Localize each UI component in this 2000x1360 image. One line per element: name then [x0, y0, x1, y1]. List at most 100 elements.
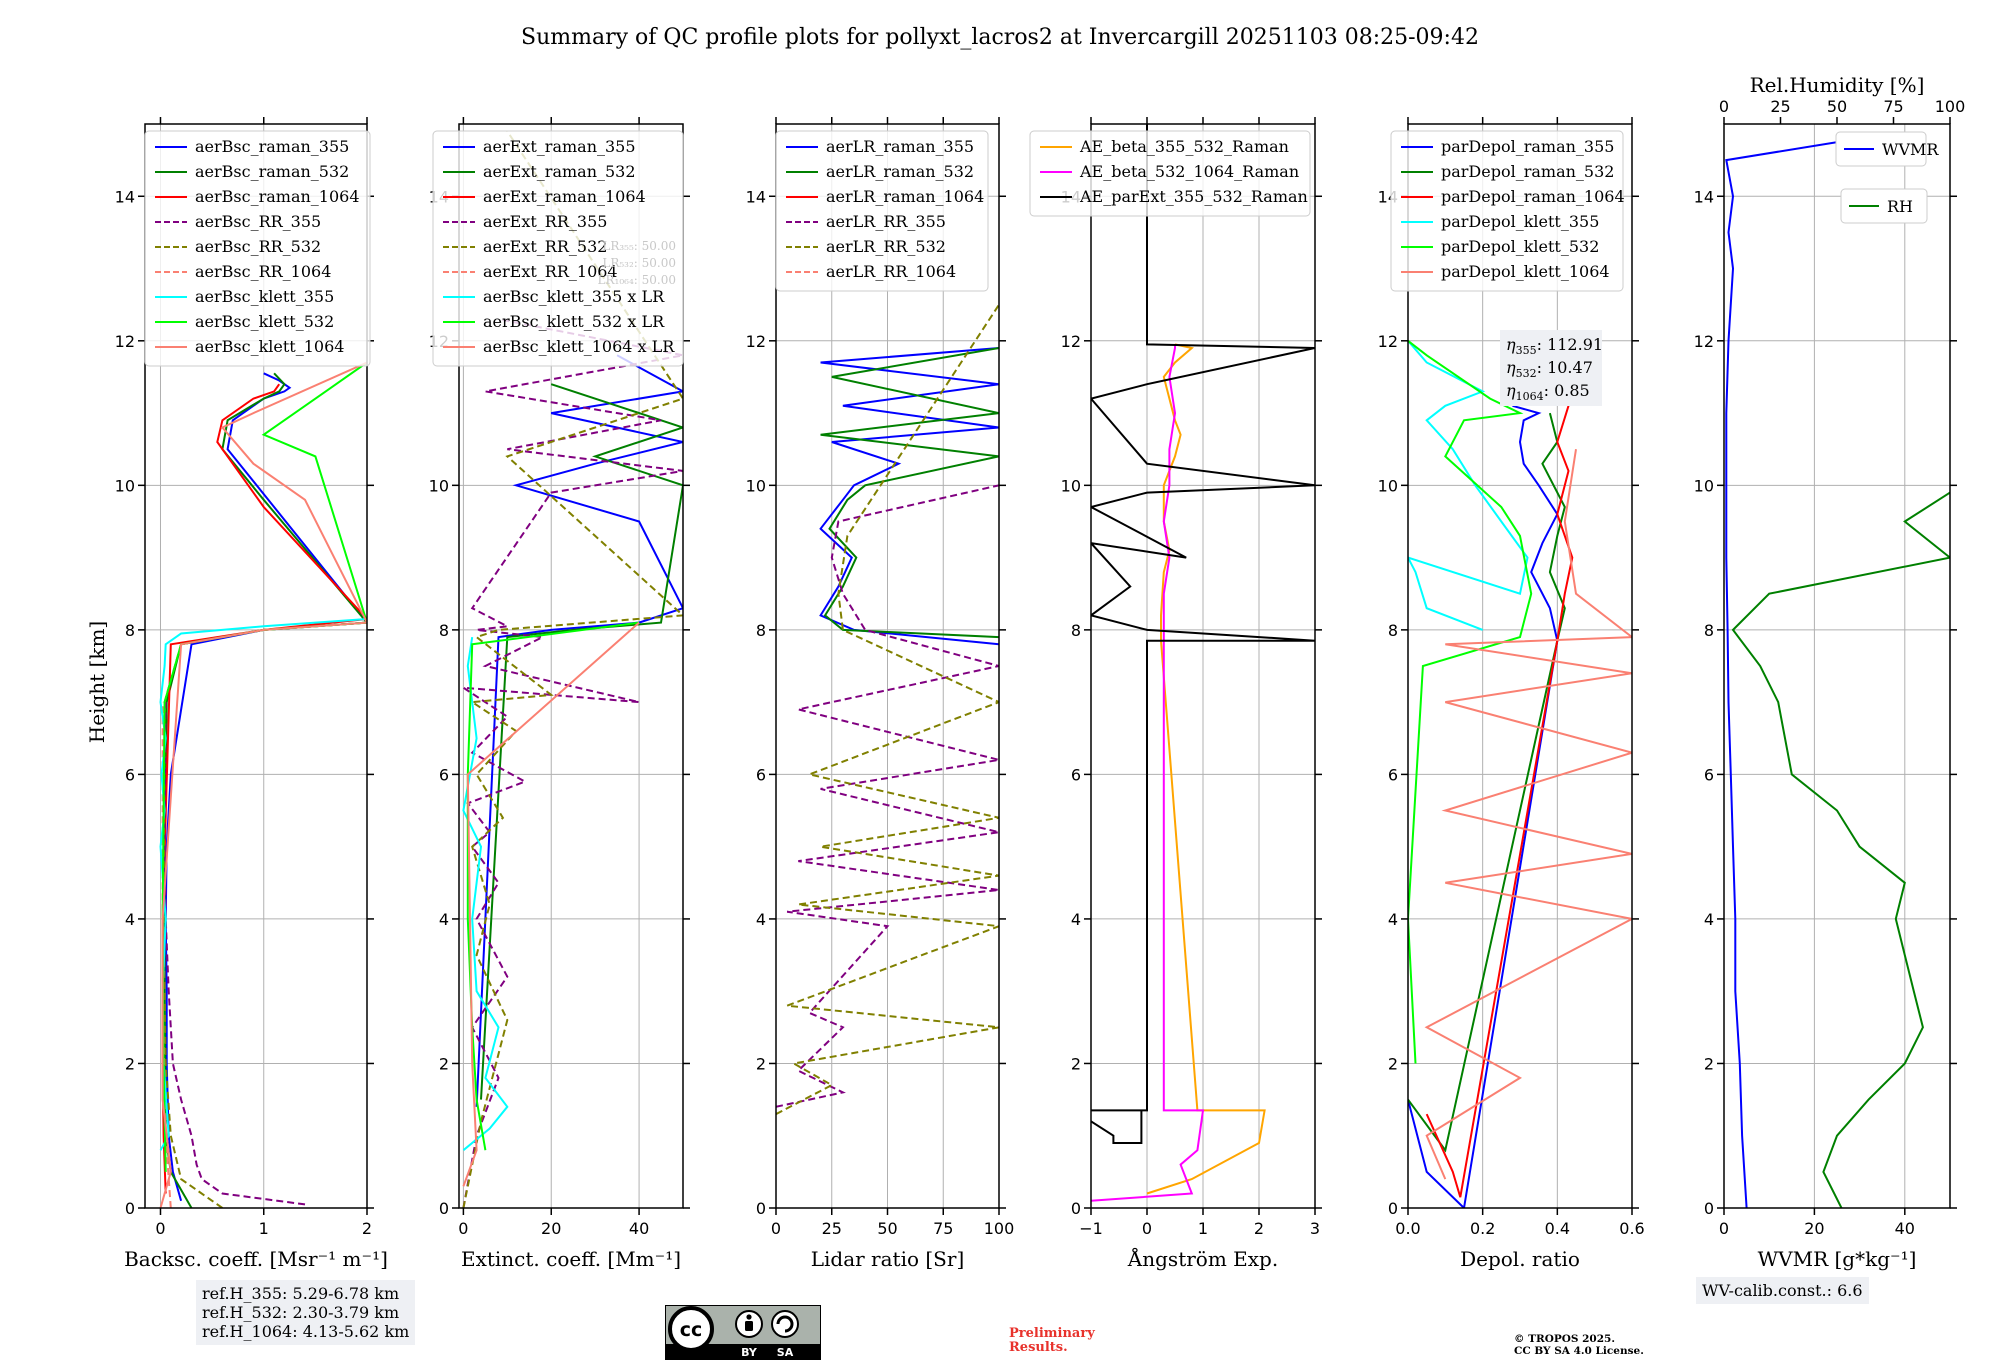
legend-entry: aerBsc_klett_532 — [195, 312, 334, 331]
y-tick-label: 6 — [1388, 765, 1398, 784]
series-AE_parExt_355_532_Raman — [1091, 124, 1315, 1144]
legend-box — [775, 130, 989, 292]
y-tick-label: 4 — [1071, 910, 1081, 929]
y-tick-label: 0 — [125, 1199, 135, 1218]
legend-entry: aerBsc_RR_1064 — [195, 262, 331, 281]
legend-entry: aerBsc_raman_532 — [195, 162, 349, 181]
eta-532: η532: 10.47 — [1506, 358, 1593, 380]
series-parDepol_raman_355 — [1408, 404, 1559, 1208]
axes-frame — [1723, 123, 1951, 1209]
y-tick-label: 14 — [115, 187, 135, 206]
series-aerBsc_raman_532 — [163, 372, 367, 1208]
legend-entry: aerBsc_klett_355 x LR — [483, 287, 665, 306]
panel-bsc-series — [159, 361, 367, 1208]
copyright-line-2: CC BY SA 4.0 License. — [1514, 1345, 1644, 1357]
legend-entry: AE_beta_532_1064_Raman — [1079, 162, 1299, 181]
share-alike-arrow — [776, 1315, 794, 1333]
rh-tick-label: 25 — [1770, 97, 1790, 116]
panel-wv-series — [1725, 137, 1950, 1208]
y-tick-label: 8 — [1704, 621, 1714, 640]
rh-tick-label: 75 — [1883, 97, 1903, 116]
badge-sa-label: SA — [777, 1346, 794, 1359]
legend-box — [1840, 188, 1928, 224]
legend-box — [1029, 130, 1311, 217]
legend-entry: parDepol_raman_532 — [1441, 162, 1614, 181]
y-tick-label: 8 — [439, 621, 449, 640]
x-axis-label-wv: WVMR [g*kg⁻¹] — [1758, 1247, 1917, 1271]
x-tick-label: 20 — [1804, 1219, 1824, 1238]
rh-top-axis: 0 25 50 75 100 Rel.Humidity [%] — [1719, 73, 1965, 124]
cc-letters: cc — [680, 1319, 703, 1341]
legend-entry: aerBsc_RR_355 — [195, 212, 321, 231]
y-axis-label: Height [km] — [85, 621, 109, 743]
y-tick-label: 4 — [125, 910, 135, 929]
y-tick-label: 12 — [1694, 332, 1714, 351]
y-tick-label: 8 — [756, 621, 766, 640]
x-tick-label: 0.0 — [1395, 1219, 1420, 1238]
legend-entry: aerExt_raman_532 — [483, 162, 636, 181]
y-tick-label: 0 — [756, 1199, 766, 1218]
copyright-note: © TROPOS 2025. CC BY SA 4.0 License. — [1514, 1333, 1644, 1357]
x-tick-label: 2 — [362, 1219, 372, 1238]
wv-calib-box: WV-calib.const.: 6.6 — [1696, 1277, 1869, 1304]
axes-frame — [1407, 123, 1633, 1209]
axes-frame — [458, 123, 684, 1209]
legend-entry: aerLR_RR_532 — [826, 237, 946, 256]
legend-entry: AE_parExt_355_532_Raman — [1079, 187, 1308, 206]
x-axis-label-ae: Ångström Exp. — [1127, 1246, 1278, 1271]
legend-entry: aerBsc_raman_1064 — [195, 187, 360, 206]
series-aerBsc_klett_355 x LR — [462, 636, 509, 1151]
series-aerLR_RR_355 — [776, 484, 999, 1108]
legend-ext: aerExt_raman_355 aerExt_raman_532 aerExt_r… — [432, 130, 684, 367]
x-tick-label: 40 — [629, 1219, 649, 1238]
y-tick-label: 10 — [1378, 476, 1398, 495]
legend-entry: aerBsc_klett_532 x LR — [483, 312, 665, 331]
x-tick-label: −1 — [1079, 1219, 1103, 1238]
panel-ae-series — [1091, 124, 1315, 1202]
legend-box — [1390, 130, 1624, 292]
x-tick-label: 40 — [1895, 1219, 1915, 1238]
x-tick-label: 0 — [1142, 1219, 1152, 1238]
series-aerBsc_klett_532 x LR — [466, 621, 640, 1151]
lr-hint-text: LR₅₃₂: 50.00 — [602, 256, 676, 270]
x-tick-label: 0.4 — [1545, 1219, 1570, 1238]
legend-entry: aerBsc_raman_355 — [195, 137, 349, 156]
axes-frame — [1090, 123, 1316, 1209]
legend-box — [1835, 131, 1927, 167]
axes-frame — [144, 123, 368, 1209]
legend-entry: aerExt_raman_1064 — [483, 187, 646, 206]
y-tick-label: 0 — [1388, 1199, 1398, 1218]
x-tick-label: 0 — [1719, 1219, 1729, 1238]
legend-entry: aerLR_RR_1064 — [826, 262, 956, 281]
wv-calib-text: WV-calib.const.: 6.6 — [1702, 1281, 1863, 1300]
legend-entry: parDepol_raman_355 — [1441, 137, 1614, 156]
legend-entry: aerExt_RR_1064 — [483, 262, 618, 281]
lr-hint-text: LR₁₀₆₄: 50.00 — [598, 273, 676, 287]
y-tick-label: 8 — [125, 621, 135, 640]
legend-entry: parDepol_klett_1064 — [1441, 262, 1610, 281]
panel-ext-series — [462, 130, 683, 1208]
y-tick-label: 12 — [746, 332, 766, 351]
series-aerExt_raman_355 — [475, 354, 683, 1107]
legend-entry: parDepol_klett_532 — [1441, 237, 1599, 256]
x-tick-label: 100 — [984, 1219, 1015, 1238]
series-aerLR_RR_532 — [776, 304, 999, 1115]
series-aerExt_raman_532 — [480, 383, 683, 1100]
y-tick-label: 6 — [1704, 765, 1714, 784]
legend-entry: aerLR_raman_1064 — [826, 187, 984, 206]
y-tick-label: 6 — [439, 765, 449, 784]
legend-entry: aerBsc_klett_355 — [195, 287, 334, 306]
y-tick-label: 2 — [1388, 1054, 1398, 1073]
series-AE_beta_532_1064_Raman — [1091, 344, 1205, 1202]
x-tick-label: 1 — [1198, 1219, 1208, 1238]
legend-box — [432, 130, 684, 367]
legend-entry: AE_beta_355_532_Raman — [1079, 137, 1289, 156]
series-aerBsc_raman_1064 — [161, 383, 367, 1194]
legend-entry: aerExt_RR_532 — [483, 237, 607, 256]
series-WVMR — [1725, 137, 1860, 1208]
y-tick-label: 4 — [1388, 910, 1398, 929]
